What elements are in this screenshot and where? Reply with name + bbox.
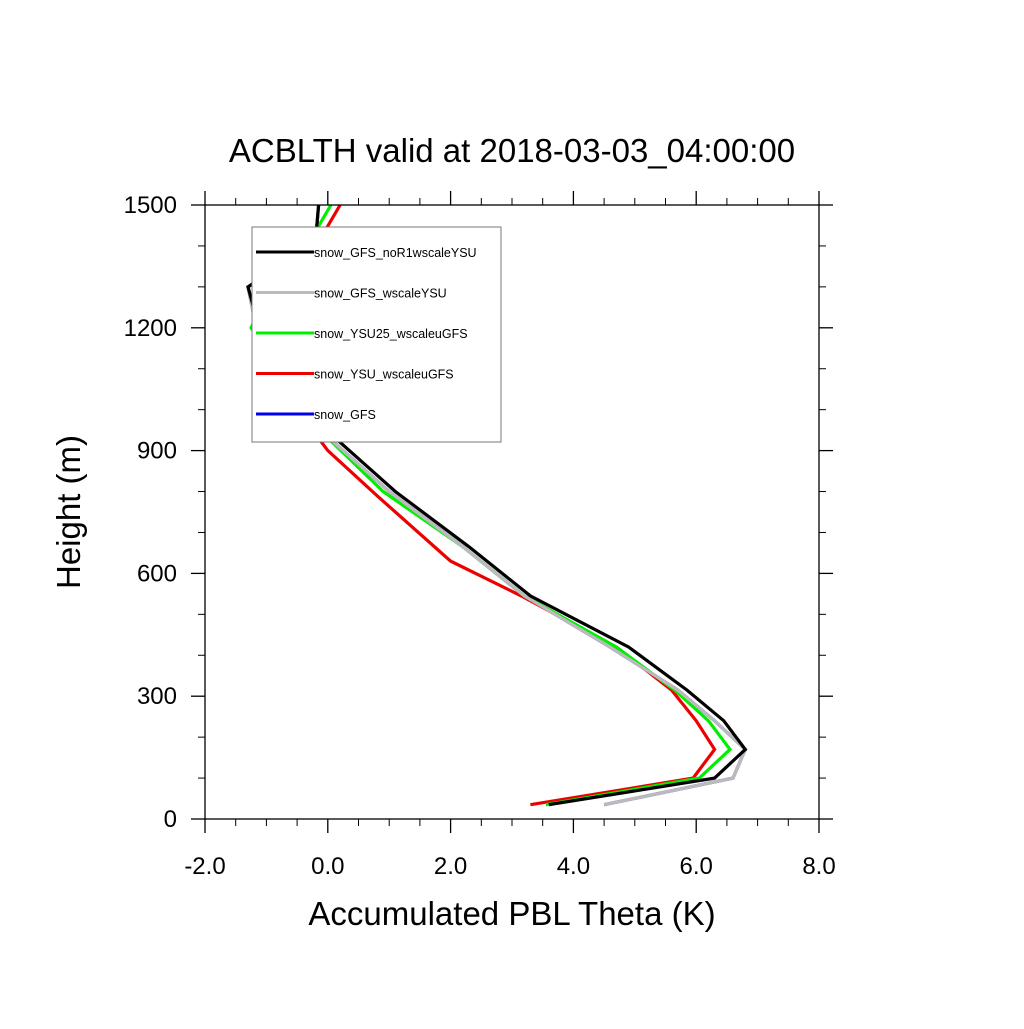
chart-title: ACBLTH valid at 2018-03-03_04:00:00	[229, 132, 795, 169]
x-tick-label: 8.0	[802, 853, 835, 880]
y-tick-label: 1200	[124, 315, 177, 342]
x-tick-label: -2.0	[184, 853, 225, 880]
y-tick-label: 300	[137, 683, 177, 710]
y-axis-label: Height (m)	[50, 435, 87, 589]
legend-label: snow_YSU_wscaleuGFS	[314, 368, 454, 382]
x-tick-label: 2.0	[434, 853, 467, 880]
legend-label: snow_GFS	[314, 408, 376, 422]
x-tick-label: 6.0	[680, 853, 713, 880]
legend-label: snow_YSU25_wscaleuGFS	[314, 327, 468, 341]
y-tick-label: 0	[164, 806, 177, 833]
y-tick-label: 1500	[124, 192, 177, 219]
legend-label: snow_GFS_noR1wscaleYSU	[314, 246, 477, 260]
legend-label: snow_GFS_wscaleYSU	[314, 287, 447, 301]
y-tick-label: 900	[137, 438, 177, 465]
x-axis-label: Accumulated PBL Theta (K)	[308, 895, 715, 932]
plot-frame	[204, 204, 820, 820]
y-tick-label: 600	[137, 560, 177, 587]
x-tick-label: 0.0	[311, 853, 344, 880]
legend: snow_GFS_noR1wscaleYSU snow_GFS_wscaleYSU…	[251, 226, 502, 443]
x-tick-label: 4.0	[557, 853, 590, 880]
axis-ticks: -2.0 0.0 2.0 4.0 6.0 8.0 0 300 600 900 1200 1500	[124, 191, 836, 880]
